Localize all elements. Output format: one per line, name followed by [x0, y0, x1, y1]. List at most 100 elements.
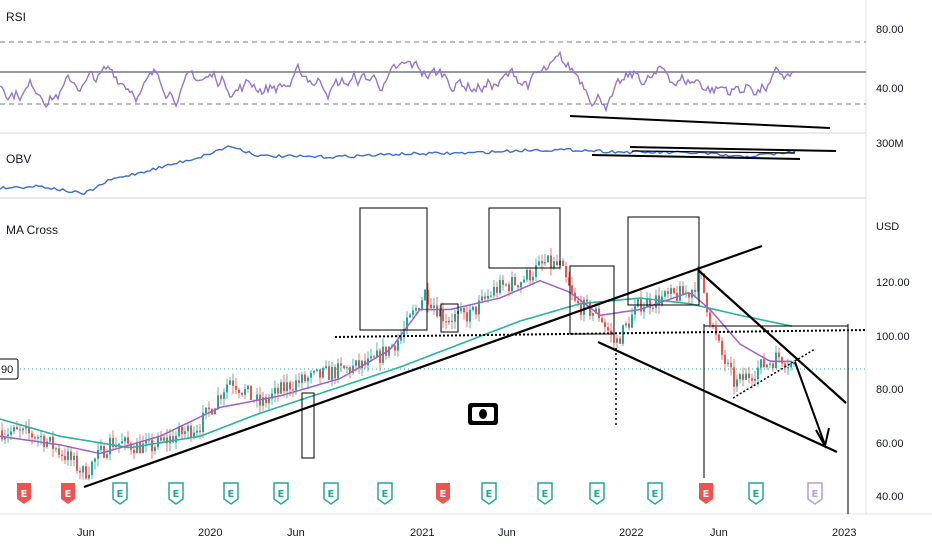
uptrend-line[interactable]: [83, 244, 763, 489]
candle-body: [628, 323, 630, 328]
candle-body: [589, 301, 591, 316]
drawings[interactable]: [83, 207, 867, 514]
earnings-marker[interactable]: E: [323, 482, 339, 505]
candle-body: [673, 288, 675, 294]
candle-body: [595, 308, 597, 314]
time-tick: 2021: [410, 527, 434, 539]
candle-body: [46, 441, 48, 447]
candle-body: [709, 312, 711, 325]
box-drawing[interactable]: [627, 216, 700, 306]
candle-body: [322, 368, 324, 378]
candle-body: [349, 367, 351, 373]
candle-body: [331, 367, 333, 380]
candle-body: [388, 346, 390, 356]
candle-body: [1, 430, 3, 440]
candle-body: [373, 356, 375, 358]
upper-channel-line[interactable]: [697, 269, 847, 404]
earnings-marker[interactable]: E: [807, 482, 823, 505]
earnings-marker[interactable]: E: [748, 482, 764, 505]
candle-body: [271, 393, 273, 399]
candle-body: [277, 387, 279, 394]
candle-body: [550, 255, 552, 268]
earnings-marker[interactable]: E: [589, 482, 605, 505]
candle-body: [754, 379, 756, 381]
candle-body: [247, 385, 249, 390]
candle-body: [94, 458, 96, 462]
candle-body: [256, 394, 258, 401]
obv-pane[interactable]: OBV 300M: [0, 138, 904, 196]
candle-body: [121, 441, 123, 444]
candle-body: [403, 328, 405, 337]
candle-body: [739, 374, 741, 380]
candle-body: [577, 300, 579, 303]
candles: [1, 248, 795, 481]
forecast-arrowhead[interactable]: [815, 427, 830, 449]
earnings-marker[interactable]: E: [168, 482, 184, 505]
earnings-marker[interactable]: E: [377, 482, 393, 505]
rsi-pane[interactable]: RSI 80.00 40.00: [0, 10, 904, 129]
obv-line: [0, 145, 796, 196]
candle-body: [703, 273, 705, 293]
candle-body: [439, 309, 441, 317]
earnings-marker[interactable]: E: [17, 483, 31, 504]
rsi-trendline: [569, 115, 831, 129]
lower-channel-line[interactable]: [597, 341, 838, 453]
candle-body: [484, 296, 486, 299]
candle-body: [70, 451, 72, 461]
candle-body: [421, 300, 423, 310]
cash-icon[interactable]: [468, 403, 498, 425]
candle-body: [778, 352, 780, 358]
earnings-marker-text: E: [117, 489, 124, 500]
candle-body: [229, 380, 231, 385]
earnings-marker-text: E: [382, 489, 389, 500]
earnings-marker[interactable]: E: [537, 482, 553, 505]
candle-body: [238, 389, 240, 393]
candle-body: [757, 367, 759, 380]
candle-body: [679, 285, 681, 301]
candle-body: [502, 280, 504, 285]
price-tick: 120.00: [876, 277, 910, 289]
earnings-marker[interactable]: E: [647, 482, 663, 505]
candle-body: [136, 442, 138, 454]
candle-body: [562, 260, 564, 267]
obv-trendline: [591, 154, 801, 160]
earnings-marker[interactable]: E: [436, 483, 450, 504]
earnings-marker[interactable]: E: [61, 483, 75, 504]
box-drawing[interactable]: [440, 303, 459, 333]
candle-body: [655, 295, 657, 308]
earnings-marker[interactable]: E: [481, 482, 497, 505]
candle-body: [385, 346, 387, 356]
candle-body: [637, 299, 639, 307]
price-pane[interactable]: MA Cross USD 120.00 100.00 80.00 60.00 4…: [0, 207, 910, 514]
candle-body: [652, 307, 654, 309]
price-unit: USD: [876, 221, 899, 233]
box-drawing[interactable]: [301, 392, 315, 459]
candle-body: [112, 437, 114, 447]
candle-body: [163, 437, 165, 441]
box-drawing[interactable]: [569, 265, 615, 335]
candle-body: [292, 389, 294, 391]
earnings-marker[interactable]: E: [273, 482, 289, 505]
candle-body: [91, 461, 93, 475]
current-price-badge[interactable]: [0, 358, 19, 380]
candle-body: [355, 360, 357, 366]
candle-body: [499, 280, 501, 293]
time-axis[interactable]: Jun 2020 Jun 2021 Jun 2022 Jun 2023: [77, 527, 856, 539]
candle-body: [190, 425, 192, 438]
candle-body: [538, 261, 540, 266]
time-tick: 2020: [198, 527, 222, 539]
box-drawing[interactable]: [488, 207, 561, 269]
earnings-marker[interactable]: E: [699, 483, 713, 504]
candle-body: [364, 360, 366, 366]
candle-body: [73, 455, 75, 461]
candle-body: [337, 363, 339, 379]
box-drawing[interactable]: [359, 207, 428, 331]
earnings-marker[interactable]: E: [223, 482, 239, 505]
obv-trendline: [629, 146, 837, 152]
candle-body: [670, 288, 672, 294]
earnings-marker[interactable]: E: [112, 482, 128, 505]
candle-body: [85, 466, 87, 479]
earnings-marker-text: E: [65, 489, 72, 500]
forecast-arrow[interactable]: [794, 361, 826, 446]
